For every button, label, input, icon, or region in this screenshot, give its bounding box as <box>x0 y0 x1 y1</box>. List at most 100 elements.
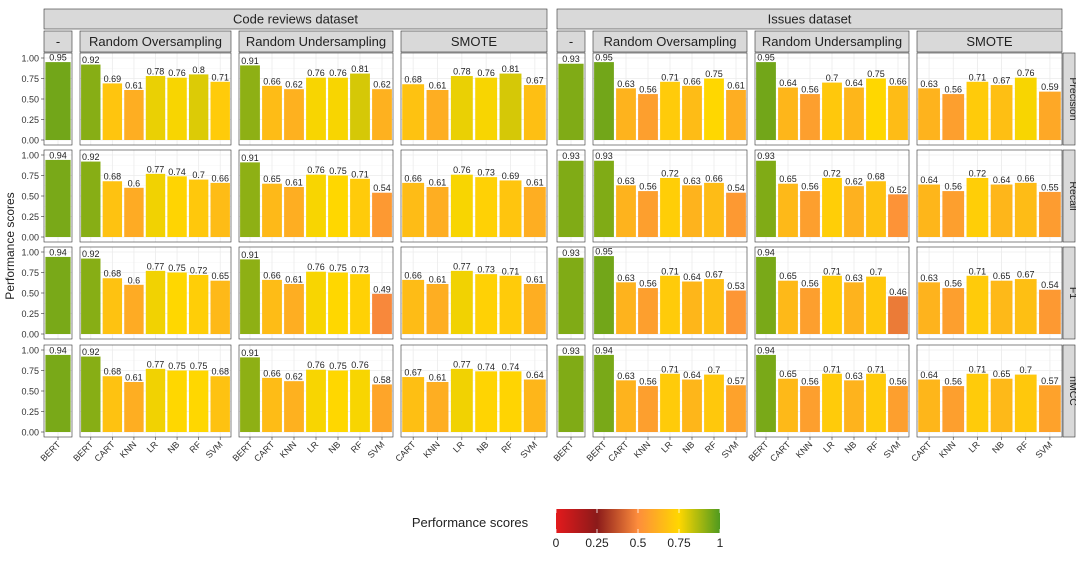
bar-value-label: 0.93 <box>562 151 580 161</box>
bar-rf <box>1014 182 1037 237</box>
bar-value-label: 0.61 <box>429 274 447 284</box>
bar-value-label: 0.64 <box>993 175 1011 185</box>
x-tick-label: KNN <box>632 439 653 460</box>
method-label: Random Undersampling <box>762 34 902 49</box>
x-axis-issues-dataset-none: BERT <box>551 437 576 463</box>
bar-rf <box>1014 77 1037 140</box>
method-label: SMOTE <box>966 34 1013 49</box>
bar-value-label: 0.74 <box>168 167 186 177</box>
y-tick-label: 0.00 <box>21 233 39 243</box>
bar-value-label: 0.66 <box>705 173 723 183</box>
bar-nb <box>682 85 702 140</box>
x-tick-label: CART <box>252 439 277 464</box>
bar-value-label: 0.78 <box>453 67 471 77</box>
bar-value-label: 0.74 <box>477 362 495 372</box>
bar-lr <box>660 177 680 237</box>
bar-value-label: 0.62 <box>285 372 303 382</box>
bar-value-label: 0.76 <box>329 68 347 78</box>
y-tick-label: 0.25 <box>21 212 39 222</box>
bar-value-label: 0.7 <box>708 365 721 375</box>
method-label: - <box>56 34 60 49</box>
bar-value-label: 0.64 <box>920 370 938 380</box>
x-tick-label: NB <box>166 439 182 455</box>
bar-rf <box>704 279 724 334</box>
method-strip-random-oversampling: Random Oversampling <box>79 30 232 53</box>
bar-nb <box>475 371 498 432</box>
legend-title: Performance scores <box>412 515 529 530</box>
x-axis-code-reviews-dataset-smote: CART KNN LR NB RF SVM <box>393 437 539 464</box>
bar-nb <box>167 176 187 237</box>
bar-value-label: 0.6 <box>128 275 141 285</box>
bar-knn <box>426 381 449 432</box>
bar-value-label: 0.63 <box>845 371 863 381</box>
bar-value-label: 0.8 <box>192 65 205 75</box>
bar-svm <box>210 280 230 334</box>
bar-value-label: 0.66 <box>404 270 422 280</box>
panel-issues-dataset-random-undersampling-nmcc: 0.94 0.65 0.56 0.71 0.63 0.71 0.56 <box>754 344 910 438</box>
bar-knn <box>426 89 449 140</box>
bar-rf <box>866 276 886 334</box>
bar-nb <box>475 177 498 237</box>
y-tick-label: 1.00 <box>21 346 39 356</box>
bar-value-label: 0.71 <box>351 169 369 179</box>
bar-lr <box>450 174 473 237</box>
bar-value-label: 0.91 <box>241 348 259 358</box>
bar-value-label: 0.76 <box>351 360 369 370</box>
bar-svm <box>1039 289 1061 334</box>
bar-nb <box>990 85 1013 140</box>
x-tick-label: NB <box>990 439 1006 455</box>
panel-issues-dataset-none-f1: 0.93 <box>556 246 586 340</box>
bar-lr <box>822 275 842 334</box>
bar-value-label: 0.56 <box>944 182 962 192</box>
bar-rf <box>499 371 522 432</box>
bar-nb <box>990 280 1013 334</box>
y-tick-label: 0.25 <box>21 309 39 319</box>
bar-cart <box>262 279 282 334</box>
bar-value-label: 0.75 <box>168 263 186 273</box>
bar-value-label: 0.66 <box>263 270 281 280</box>
panel-code-reviews-dataset-none-f1: 0.94 <box>43 246 73 340</box>
x-tick-label: CART <box>606 439 631 464</box>
x-axis-issues-dataset-smote: CART KNN LR NB RF SVM <box>909 437 1054 464</box>
bar-value-label: 0.56 <box>944 377 962 387</box>
bar-value-label: 0.68 <box>404 75 422 85</box>
bar-svm <box>726 192 746 237</box>
bar-svm <box>1039 385 1061 432</box>
bar-svm <box>888 85 908 140</box>
dataset-strip-issues-dataset: Issues dataset <box>556 8 1063 30</box>
bar-nb <box>167 370 187 432</box>
bar-value-label: 0.75 <box>329 166 347 176</box>
bar-knn <box>800 386 820 432</box>
panel-code-reviews-dataset-random-oversampling-recall: 0.92 0.68 0.6 0.77 0.74 0.7 0.66 <box>79 149 232 243</box>
bar-cart <box>402 279 425 334</box>
bar-bert <box>594 160 614 237</box>
bar-svm <box>523 379 546 432</box>
bar-value-label: 0.91 <box>241 56 259 66</box>
bar-value-label: 0.62 <box>285 80 303 90</box>
bar-svm <box>523 283 546 334</box>
bar-rf <box>866 373 886 432</box>
bar-rf <box>704 78 724 140</box>
bar-value-label: 0.72 <box>969 168 987 178</box>
bar-value-label: 0.94 <box>49 345 67 355</box>
bar-nb <box>844 186 864 237</box>
bar-knn <box>942 94 965 140</box>
x-tick-label: SVM <box>1033 439 1054 460</box>
bar-svm <box>523 186 546 237</box>
bar-value-label: 0.56 <box>944 85 962 95</box>
bar-value-label: 0.67 <box>526 76 544 86</box>
bar-value-label: 0.94 <box>757 345 775 355</box>
bar-bert <box>81 161 101 237</box>
bar-value-label: 0.57 <box>1041 376 1059 386</box>
bar-cart <box>918 282 940 334</box>
bar-svm <box>888 296 908 334</box>
dataset-strip-code-reviews-dataset: Code reviews dataset <box>43 8 548 30</box>
panel-issues-dataset-smote-nmcc: 0.64 0.56 0.71 0.65 0.7 0.57 <box>916 344 1063 438</box>
bar-nb <box>682 379 702 432</box>
bar-value-label: 0.71 <box>661 72 679 82</box>
bar-bert <box>594 62 614 140</box>
bar-value-label: 0.57 <box>727 376 745 386</box>
x-tick-label: BERT <box>38 439 62 463</box>
bar-value-label: 0.78 <box>147 67 165 77</box>
bar-value-label: 0.72 <box>661 168 679 178</box>
